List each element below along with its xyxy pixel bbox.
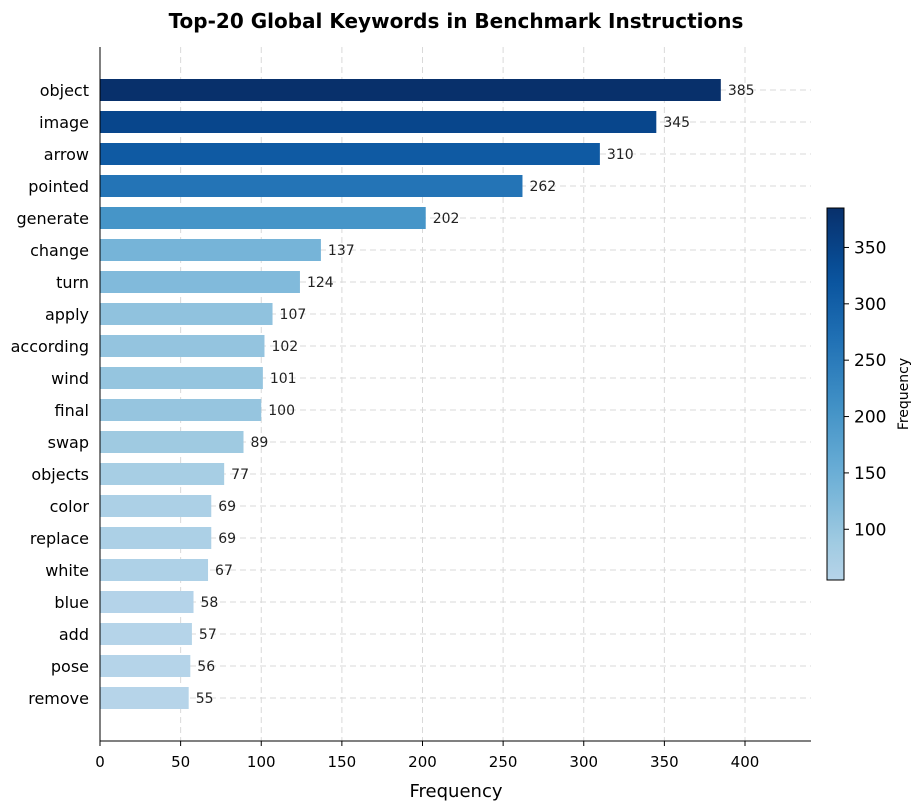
bar [100,207,426,229]
value-label: 56 [197,659,215,675]
bar [100,79,721,101]
y-tick-label: pose [51,657,89,676]
colorbar-label: Frequency [896,358,912,430]
bar [100,399,262,421]
y-tick-label: objects [31,465,89,484]
value-label: 57 [199,627,217,643]
colorbar-tick-label: 250 [854,351,886,371]
x-tick-label: 300 [569,753,598,771]
y-tick-label: image [39,113,89,132]
y-tick-label: color [50,497,90,516]
value-label: 67 [215,563,233,579]
value-label: 77 [231,467,249,483]
bar [100,687,189,709]
colorbar-tick-label: 350 [854,238,886,258]
x-tick-label: 0 [95,753,105,771]
colorbar-ticks: 100 150 200 250 300 350 [844,238,886,540]
bar [100,143,600,165]
value-label: 102 [271,339,298,355]
value-label: 55 [196,691,214,707]
y-tick-label: wind [51,369,89,388]
bar [100,367,263,389]
x-tick-label: 50 [171,753,190,771]
y-tick-label: turn [56,273,89,292]
y-tick-label: change [30,241,89,260]
bar [100,239,321,261]
value-label: 107 [280,307,307,323]
colorbar-tick-label: 200 [854,408,886,428]
y-tick-label: replace [30,529,89,548]
colorbar: 100 150 200 250 300 350 Frequency [826,207,912,581]
x-tick-label: 250 [489,753,518,771]
value-label: 69 [218,499,236,515]
bar [100,655,191,677]
x-tick-label: 100 [247,753,276,771]
colorbar-tick-label: 150 [854,464,886,484]
y-tick-label: swap [48,433,89,452]
y-tick-label: object [40,81,89,100]
bar [100,335,265,357]
y-tick-label: add [59,625,89,644]
value-label: 202 [433,211,460,227]
chart-title: Top-20 Global Keywords in Benchmark Inst… [169,9,744,33]
y-tick-label: generate [17,209,89,228]
y-tick-label: apply [45,305,89,324]
value-label: 89 [251,435,269,451]
y-tick-labels: object image arrow pointed generate change tur… [11,81,90,708]
bar [100,111,657,133]
value-label: 69 [218,531,236,547]
x-ticks: 0 50 100 150 200 250 300 350 400 [95,741,759,771]
y-tick-label: final [55,401,89,420]
value-label: 124 [307,275,334,291]
bars [100,79,721,709]
bar [100,463,225,485]
bar [100,559,209,581]
value-label: 262 [529,179,556,195]
colorbar-tick-label: 100 [854,520,886,540]
y-tick-label: according [11,337,89,356]
colorbar-tick-label: 300 [854,295,886,315]
bar [100,303,273,325]
y-tick-label: arrow [44,145,89,164]
value-label: 58 [201,595,219,611]
bar [100,175,523,197]
value-label: 137 [328,243,355,259]
bar [100,623,192,645]
bar [100,527,212,549]
bar [100,495,212,517]
value-label: 385 [728,83,755,99]
y-tick-label: remove [28,689,89,708]
bar [100,271,300,293]
value-label: 100 [268,403,295,419]
y-tick-label: blue [54,593,89,612]
value-label: 310 [607,147,634,163]
bar [100,431,244,453]
x-tick-label: 400 [731,753,760,771]
colorbar-gradient [826,207,845,581]
y-tick-label: white [45,561,89,580]
x-tick-label: 150 [328,753,357,771]
value-label: 101 [270,371,297,387]
x-tick-label: 350 [650,753,679,771]
y-tick-label: pointed [28,177,89,196]
x-tick-label: 200 [408,753,437,771]
bar [100,591,194,613]
value-label: 345 [663,115,690,131]
x-axis-label: Frequency [410,781,503,802]
